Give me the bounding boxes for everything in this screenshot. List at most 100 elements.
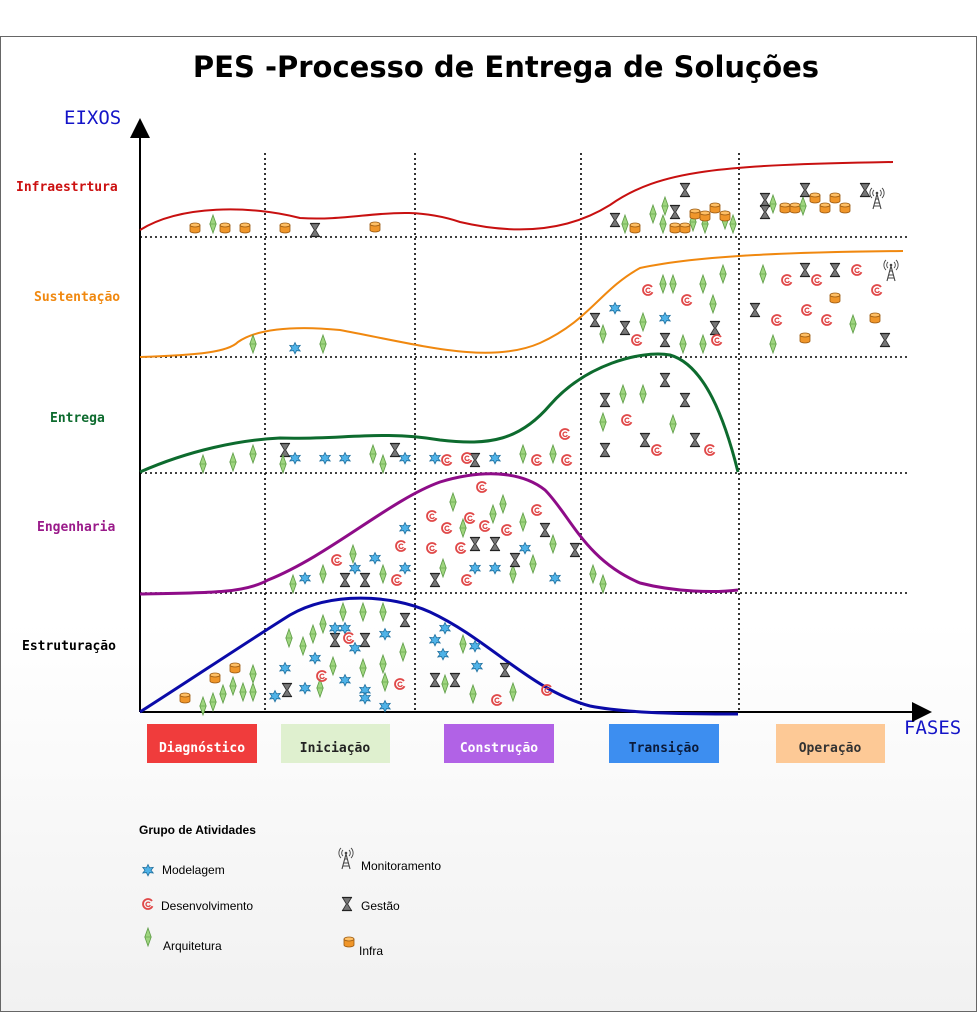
diamond-icon <box>379 454 387 474</box>
database-cylinder-icon <box>209 672 221 684</box>
star-burst-icon <box>279 662 291 675</box>
diamond-icon <box>249 682 257 702</box>
legend-label-desenvolvimento: Desenvolvimento <box>161 899 253 913</box>
diamond-icon <box>599 324 607 344</box>
diamond-icon <box>599 574 607 594</box>
hourglass-icon <box>489 536 501 552</box>
diamond-icon <box>519 444 527 464</box>
hourglass-icon <box>759 204 771 220</box>
diamond-icon <box>249 664 257 684</box>
diamond-icon <box>769 334 777 354</box>
diamond-icon <box>229 676 237 696</box>
diamond-icon <box>489 504 497 524</box>
cycle-arrow-icon <box>426 542 438 554</box>
hourglass-icon <box>399 612 411 628</box>
cycle-arrow-icon <box>479 520 491 532</box>
database-cylinder-icon <box>629 222 641 234</box>
diamond-icon <box>679 334 687 354</box>
cycle-arrow-icon <box>461 452 473 464</box>
hourglass-icon <box>679 392 691 408</box>
hourglass-icon <box>879 332 891 348</box>
star-burst-icon <box>429 634 441 647</box>
diamond-icon <box>379 602 387 622</box>
database-cylinder-icon <box>369 221 381 233</box>
phase-iniciacao-box <box>281 724 390 763</box>
star-burst-icon <box>319 452 331 465</box>
cycle-arrow-icon <box>771 314 783 326</box>
hourglass-icon <box>599 442 611 458</box>
diamond-icon <box>499 494 507 514</box>
database-cylinder-icon <box>219 222 231 234</box>
diamond-icon <box>399 642 407 662</box>
diamond-icon <box>659 214 667 234</box>
cycle-arrow-icon <box>343 632 355 644</box>
database-cylinder-icon <box>719 210 731 222</box>
curve-entrega <box>139 352 740 474</box>
star-burst-icon <box>329 622 341 635</box>
star-burst-icon <box>299 572 311 585</box>
cycle-arrow-icon <box>531 454 543 466</box>
database-cylinder-icon <box>689 208 701 220</box>
diamond-icon <box>379 564 387 584</box>
hourglass-icon <box>339 572 351 588</box>
diamond-icon <box>621 214 629 234</box>
curve-infraestrutura <box>139 161 894 231</box>
diamond-icon <box>799 196 807 216</box>
diamond-icon <box>599 412 607 432</box>
diamond-icon <box>549 444 557 464</box>
cycle-arrow-icon <box>631 334 643 346</box>
phase-iniciacao-label: Iniciação <box>300 741 371 756</box>
hourglass-icon <box>309 222 321 238</box>
curve-engenharia <box>139 472 739 596</box>
database-cylinder-icon <box>709 202 721 214</box>
phase-construcao-box <box>444 724 554 763</box>
star-burst-icon <box>549 572 561 585</box>
diamond-icon <box>659 274 667 294</box>
database-cylinder-icon <box>669 222 681 234</box>
diamond-icon <box>289 574 297 594</box>
legend: Grupo de Atividades Modelagem Desenvolvi… <box>139 823 441 958</box>
database-cylinder-icon <box>343 936 355 948</box>
hourglass-icon <box>539 522 551 538</box>
database-cylinder-icon <box>839 202 851 214</box>
database-cylinder-icon <box>829 192 841 204</box>
hourglass-icon <box>799 182 811 198</box>
cycle-arrow-icon <box>561 454 573 466</box>
star-burst-icon <box>369 552 381 565</box>
star-burst-icon <box>439 622 451 635</box>
diamond-icon <box>649 204 657 224</box>
diamond-icon <box>709 294 717 314</box>
cycle-arrow-icon <box>531 504 543 516</box>
row-separators <box>140 236 910 594</box>
diamond-icon <box>669 274 677 294</box>
diamond-icon <box>439 558 447 578</box>
phase-transicao-box <box>609 724 719 763</box>
star-burst-icon <box>489 452 501 465</box>
diamond-icon <box>699 334 707 354</box>
database-cylinder-icon <box>239 222 251 234</box>
database-cylinder-icon <box>829 292 841 304</box>
star-burst-icon <box>379 628 391 641</box>
antenna-tower-icon <box>869 187 885 210</box>
cycle-arrow-icon <box>426 510 438 522</box>
diamond-icon <box>329 656 337 676</box>
cycle-arrow-icon <box>651 444 663 456</box>
diamond-icon <box>529 554 537 574</box>
axis-label-engenharia: Engenharia <box>37 520 115 535</box>
diamond-icon <box>319 614 327 634</box>
star-burst-icon <box>469 562 481 575</box>
cycle-arrow-icon <box>871 284 883 296</box>
star-burst-icon <box>489 562 501 575</box>
diamond-icon <box>229 452 237 472</box>
star-burst-icon <box>349 562 361 575</box>
antenna-tower-icon <box>338 847 354 870</box>
hourglass-icon <box>799 262 811 278</box>
star-burst-icon <box>339 452 351 465</box>
star-burst-icon <box>399 522 411 535</box>
diagram-title: PES -Processo de Entrega de Soluções <box>193 50 819 84</box>
phase-operacao: Operação <box>776 724 885 763</box>
cycle-arrow-icon <box>621 414 633 426</box>
diamond-icon <box>589 564 597 584</box>
cycle-arrow-icon <box>642 284 654 296</box>
diamond-icon <box>519 512 527 532</box>
